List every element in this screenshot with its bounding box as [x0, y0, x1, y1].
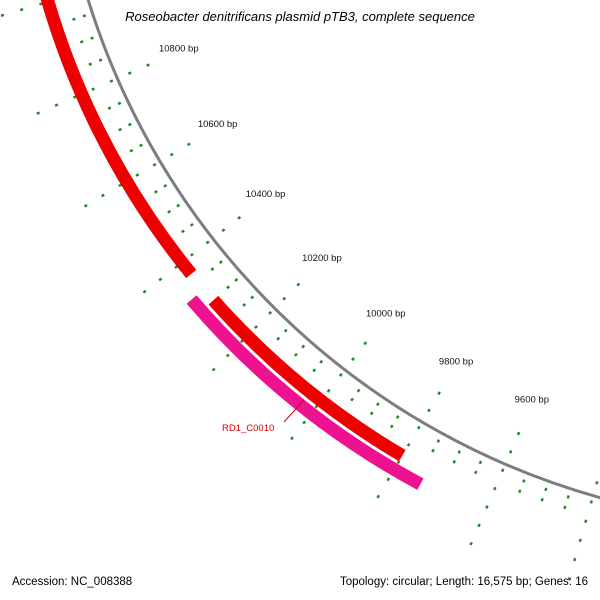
gene-feature-arc[interactable]	[36, 0, 197, 279]
minor-tick	[515, 479, 526, 499]
minor-tick	[308, 359, 324, 377]
feature-label[interactable]: RD1_C0010	[222, 423, 274, 434]
tick-label: 10600 bp	[198, 119, 238, 130]
minor-tick	[366, 402, 380, 421]
minor-tick	[538, 487, 548, 508]
gene-feature-arc[interactable]	[186, 295, 424, 490]
minor-tick	[428, 439, 441, 458]
minor-tick	[221, 278, 239, 294]
minor-tick	[124, 143, 143, 156]
tick-label: 9800 bp	[439, 356, 473, 367]
major-tick	[28, 63, 150, 119]
minor-tick	[148, 184, 168, 197]
minor-tick	[449, 450, 462, 470]
accession-text: Accession: NC_008388	[12, 576, 133, 588]
tick-label: 10200 bp	[302, 253, 342, 264]
minor-tick	[561, 495, 570, 515]
minor-tick	[205, 260, 223, 275]
plasmid-backbone	[86, 0, 600, 500]
major-tick	[205, 282, 301, 378]
sequence-title: Roseobacter denitrificans plasmid pTB3, …	[125, 9, 475, 24]
minor-tick	[290, 344, 306, 362]
major-tick	[135, 215, 242, 300]
major-tick	[465, 431, 521, 554]
minor-tick	[162, 203, 181, 218]
minor-tick	[102, 101, 122, 113]
minor-tick	[82, 58, 103, 69]
minor-tick	[176, 222, 194, 237]
tick-label: 9600 bp	[515, 395, 549, 406]
major-tick	[565, 467, 600, 590]
gene-feature-arc[interactable]	[208, 295, 406, 462]
minor-tick	[237, 295, 255, 311]
topology-summary-text: Topology: circular; Length: 16,575 bp; G…	[339, 576, 588, 588]
tick-label: 10800 bp	[159, 44, 199, 55]
minor-tick	[386, 415, 400, 434]
minor-tick	[74, 36, 94, 46]
feature-label-leader	[283, 399, 305, 423]
status-bar: Accession: NC_008388 Topology: circular;…	[12, 576, 588, 588]
minor-tick	[272, 328, 288, 346]
tick-label: 10000 bp	[366, 309, 406, 320]
major-tick	[371, 391, 441, 507]
minor-tick	[471, 460, 483, 480]
tick-label: 10400 bp	[246, 189, 286, 200]
major-tick	[284, 341, 368, 448]
major-tick	[76, 142, 191, 213]
minor-tick	[112, 122, 132, 135]
minor-tick	[346, 388, 361, 407]
